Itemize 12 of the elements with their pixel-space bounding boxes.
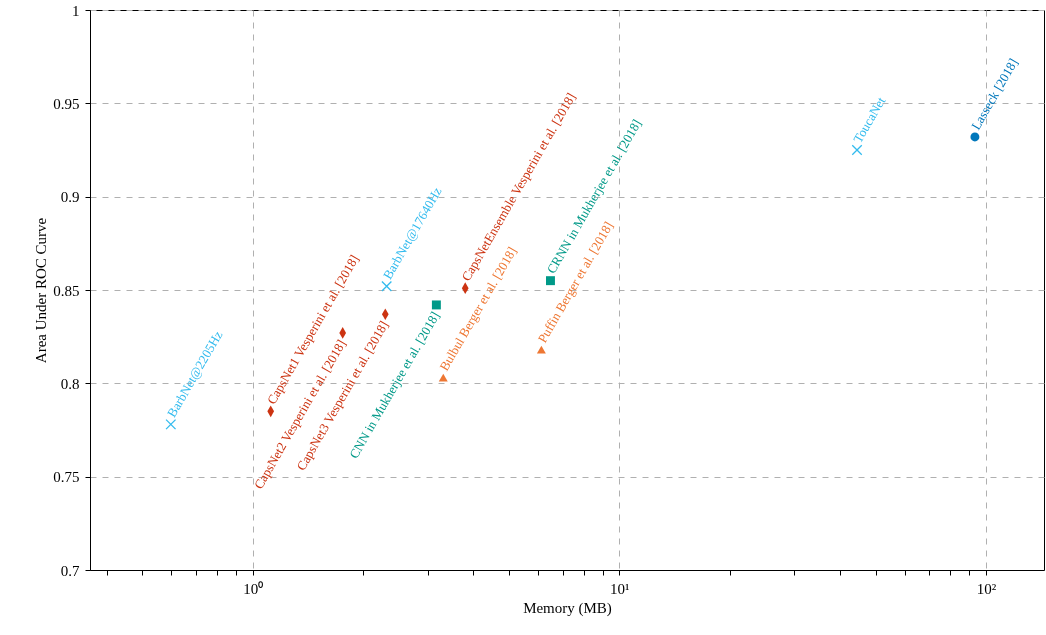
y-tick-label: 0.9 — [60, 189, 80, 206]
x-tick-label: 10¹ — [610, 580, 630, 597]
y-tick-label: 0.85 — [53, 282, 80, 299]
y-tick-label: 0.7 — [60, 562, 80, 579]
y-axis-title: Area Under ROC Curve — [33, 217, 50, 364]
y-tick-label: 0.8 — [60, 375, 80, 392]
x-tick-label: 10⁰ — [243, 580, 264, 597]
y-tick-label: 0.95 — [53, 95, 80, 112]
x-tick-label: 10² — [976, 580, 997, 597]
x-axis-title: Memory (MB) — [523, 599, 612, 617]
y-tick-label: 0.75 — [53, 469, 80, 486]
y-tick-label: 1 — [72, 2, 80, 19]
